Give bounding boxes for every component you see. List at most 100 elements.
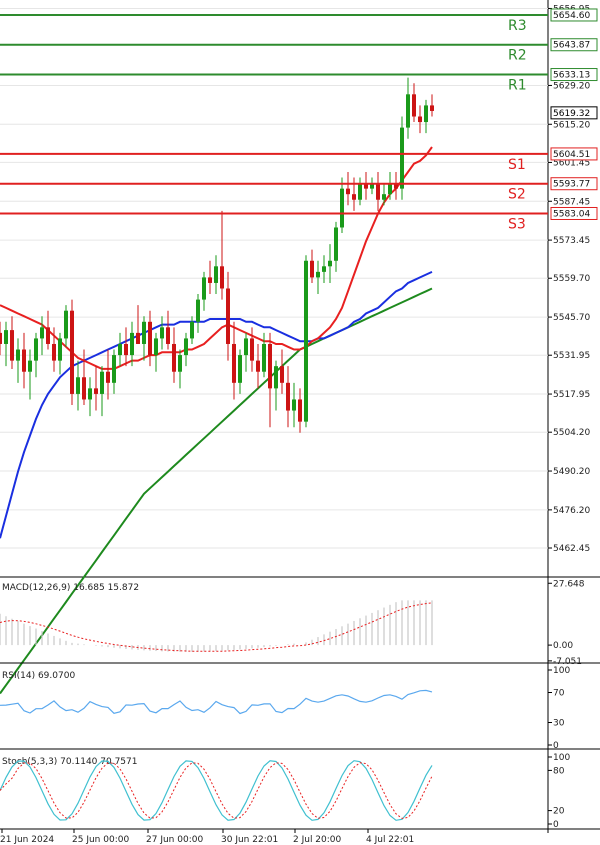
x-tick-label: 21 Jun 2024 bbox=[0, 835, 54, 845]
candle-body bbox=[4, 330, 8, 344]
candle-body bbox=[358, 183, 362, 200]
candle-body bbox=[130, 332, 134, 356]
price-tick-label: 5476.20 bbox=[553, 506, 590, 516]
level-name-s3: S3 bbox=[508, 216, 526, 232]
candle-body bbox=[316, 271, 320, 278]
candle-body bbox=[286, 382, 290, 411]
current-price-label: 5619.32 bbox=[553, 109, 590, 119]
candle-body bbox=[424, 105, 428, 123]
candle-body bbox=[34, 338, 38, 361]
stoch-d-line bbox=[0, 762, 433, 819]
candle-body bbox=[184, 338, 188, 356]
candle-body bbox=[238, 355, 242, 383]
candle-body bbox=[214, 266, 218, 283]
x-axis: 21 Jun 2024 25 Jun 00:00 27 Jun 00:00 30 Ju… bbox=[0, 829, 414, 845]
level-name-r2: R2 bbox=[508, 48, 527, 64]
candle-body bbox=[154, 338, 158, 356]
price-tick-label: 5601.45 bbox=[553, 158, 590, 168]
rsi-line bbox=[0, 689, 433, 715]
candle-body bbox=[262, 343, 266, 372]
candle-body bbox=[370, 183, 374, 189]
stoch-label: Stoch(5,3,3) 70.1140 70.7571 bbox=[2, 757, 137, 767]
rsi-tick-label: 30 bbox=[553, 719, 565, 729]
candle-body bbox=[352, 194, 356, 200]
candle-body bbox=[166, 327, 170, 344]
level-price-label: 5583.04 bbox=[553, 209, 590, 219]
candle-body bbox=[178, 355, 182, 372]
x-tick-label: 4 Jul 22:01 bbox=[366, 835, 414, 845]
candle-body bbox=[106, 371, 110, 383]
macd-signal-line bbox=[0, 602, 433, 652]
candle-body bbox=[0, 332, 2, 344]
level-price-label: 5643.87 bbox=[553, 41, 590, 51]
x-tick-label: 27 Jun 00:00 bbox=[146, 835, 203, 845]
stoch-k-line bbox=[0, 760, 433, 821]
x-tick-label: 2 Jul 20:00 bbox=[293, 835, 342, 845]
candle-body bbox=[280, 366, 284, 383]
candle-body bbox=[76, 377, 80, 394]
candle-body bbox=[220, 266, 224, 289]
rsi-panel: RSI(14) 69.0700 100 70 30 0 bbox=[0, 666, 600, 751]
candle-body bbox=[304, 260, 308, 422]
level-price-label: 5604.51 bbox=[553, 150, 590, 160]
stoch-tick-label: 100 bbox=[553, 753, 570, 763]
ma-long-line bbox=[0, 287, 433, 695]
level-price-box bbox=[550, 147, 598, 161]
level-name-s1: S1 bbox=[508, 157, 526, 173]
price-tick-label: 5559.70 bbox=[553, 274, 590, 284]
macd-panel: MACD(12,26,9) 16.685 15.872 27.648 0.00 -7… bbox=[0, 579, 600, 667]
price-tick-label: 5615.20 bbox=[553, 120, 590, 130]
candle-body bbox=[10, 330, 14, 361]
stoch-panel: Stoch(5,3,3) 70.1140 70.7571 100 80 20 0 bbox=[0, 753, 600, 830]
candle-body bbox=[64, 310, 68, 339]
current-price-box bbox=[550, 106, 598, 120]
level-price-label: 5633.13 bbox=[553, 71, 590, 81]
candle-body bbox=[364, 183, 368, 189]
price-tick-label: 5462.45 bbox=[553, 544, 590, 554]
candle-body bbox=[274, 366, 278, 389]
stoch-tick-label: 0 bbox=[553, 820, 559, 830]
candle-body bbox=[298, 399, 302, 422]
level-price-box bbox=[550, 38, 598, 52]
candle-body bbox=[100, 371, 104, 394]
candle-body bbox=[340, 188, 344, 228]
stoch-tick-label: 80 bbox=[553, 766, 565, 776]
candle-body bbox=[148, 321, 152, 356]
candle-body bbox=[250, 338, 254, 361]
level-price-label: 5654.60 bbox=[553, 11, 590, 21]
price-tick-label: 5587.45 bbox=[553, 197, 590, 207]
candle-body bbox=[160, 327, 164, 339]
candle-body bbox=[268, 343, 272, 389]
candle-body bbox=[118, 343, 122, 356]
candle-body bbox=[142, 321, 146, 344]
candle-body bbox=[124, 343, 128, 356]
level-price-box bbox=[550, 68, 598, 82]
rsi-tick-label: 70 bbox=[553, 689, 565, 699]
price-tick-label: 5629.20 bbox=[553, 81, 590, 91]
candle-body bbox=[388, 183, 392, 195]
macd-tick-label: 0.00 bbox=[553, 641, 573, 651]
macd-label: MACD(12,26,9) 16.685 15.872 bbox=[2, 583, 139, 593]
rsi-tick-label: 100 bbox=[553, 666, 570, 676]
price-tick-label: 5504.20 bbox=[553, 428, 590, 438]
price-tick-label: 5490.20 bbox=[553, 467, 590, 477]
candle-body bbox=[202, 277, 206, 300]
candle-body bbox=[136, 332, 140, 344]
level-name-s2: S2 bbox=[508, 187, 526, 203]
candle-body bbox=[112, 355, 116, 383]
candle-body bbox=[382, 194, 386, 200]
candle-body bbox=[46, 327, 50, 344]
macd-tick-label: 27.648 bbox=[553, 579, 585, 589]
candle-body bbox=[418, 116, 422, 123]
candle-body bbox=[88, 388, 92, 400]
candle-body bbox=[376, 183, 380, 200]
rsi-tick-label: 0 bbox=[553, 741, 559, 751]
level-price-box bbox=[550, 177, 598, 191]
candle-body bbox=[430, 105, 434, 111]
candle-body bbox=[22, 349, 26, 372]
candle-body bbox=[82, 377, 86, 400]
level-price-box bbox=[550, 8, 598, 22]
candle-body bbox=[226, 288, 230, 344]
